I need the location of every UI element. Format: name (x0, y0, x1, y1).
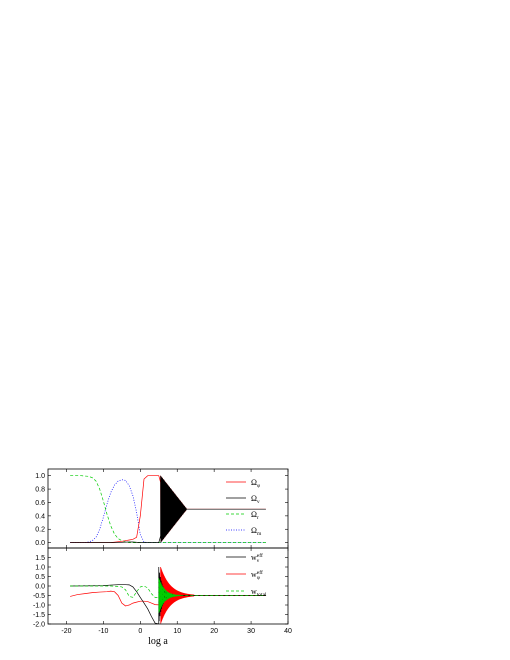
legend-label: Ωm (251, 526, 262, 537)
y-tick-label: 0.4 (35, 513, 45, 520)
y-tick-label: 0.6 (35, 500, 45, 507)
legend-item: weff ν (226, 552, 263, 564)
y-tick-label: 1.5 (35, 555, 45, 562)
y-tick-label: 0.0 (35, 540, 45, 547)
legend-item: Ωφ (226, 478, 260, 489)
y-tick-label: 1.0 (35, 564, 45, 571)
y-tick-label: 0.5 (35, 574, 45, 581)
legend-item: weff φ (226, 569, 263, 581)
y-tick-label: -0.5 (33, 593, 45, 600)
series-line-Ω_ν (70, 475, 266, 543)
x-tick-label: 20 (210, 628, 218, 635)
legend-label: weff ν (251, 552, 263, 564)
legend-item: wtotal (226, 587, 267, 598)
y-tick-label: -1.0 (33, 602, 45, 609)
x-tick-label: 40 (284, 628, 292, 635)
series-line-Ω_r (70, 475, 266, 543)
panel-top: 0.0 0.2 0.4 0.6 0.8 1.0 Ωφ Ων Ωr Ωm (35, 468, 289, 549)
legend-bottom: weff ν weff φ wtotal (226, 552, 267, 598)
legend-label: wtotal (251, 587, 267, 598)
legend-label: Ωr (251, 510, 259, 521)
series-group-top (70, 475, 266, 543)
y-tick-label: -1.5 (33, 612, 45, 619)
series-line-Ω_m (70, 479, 266, 543)
legend-item: Ωr (226, 510, 259, 521)
y-tick-label: 0.0 (35, 583, 45, 590)
series-group-bottom (70, 566, 266, 624)
y-tick-label: -2.0 (33, 621, 45, 628)
legend-label: Ωφ (251, 478, 260, 489)
x-tick-label: -20 (61, 628, 71, 635)
x-axis-title: log a (148, 636, 168, 647)
x-tick-label: -10 (98, 628, 108, 635)
x-tick-label: 30 (247, 628, 255, 635)
x-tick-label: 0 (138, 628, 142, 635)
series-line-w_total (70, 577, 266, 613)
legend-label: weff φ (251, 569, 263, 581)
y-tick-label: 0.2 (35, 527, 45, 534)
x-tick-label: 10 (173, 628, 181, 635)
y-tick-label: 0.8 (35, 486, 45, 493)
legend-top: Ωφ Ων Ωr Ωm (226, 478, 262, 537)
legend-item: Ων (226, 494, 260, 505)
legend-label: Ων (251, 494, 260, 505)
y-tick-label: 1.0 (35, 473, 45, 480)
panel-bottom: -2.0 -1.5 -1.0 -0.5 0.0 0.5 1.0 1.5 -20 -10 0 10 20 3… (33, 547, 292, 647)
legend-item: Ωm (226, 526, 262, 537)
